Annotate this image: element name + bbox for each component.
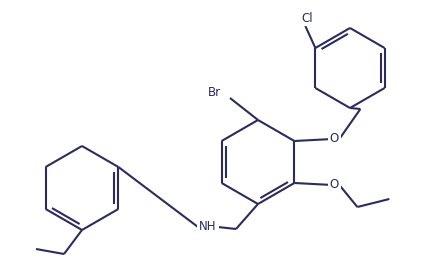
Text: NH: NH <box>199 220 216 234</box>
Text: O: O <box>329 179 338 191</box>
Text: O: O <box>329 133 338 146</box>
Text: Cl: Cl <box>301 11 313 25</box>
Text: Br: Br <box>207 85 220 98</box>
